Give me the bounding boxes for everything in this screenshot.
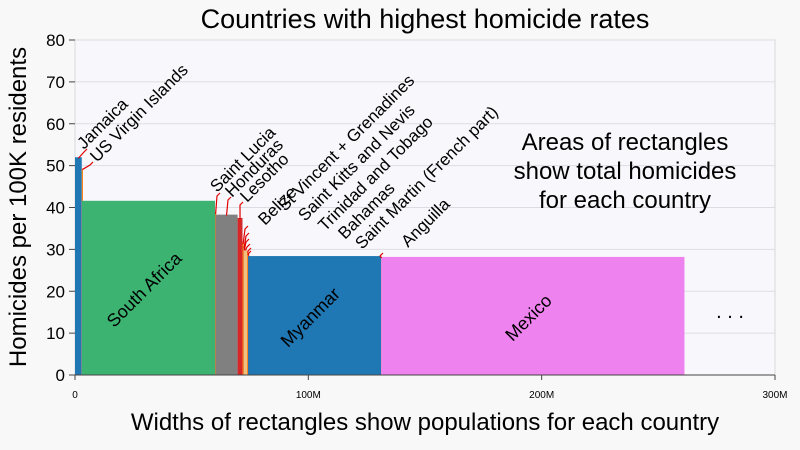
annotation-line: for each country — [539, 187, 711, 214]
callout-line-saint-martin-french-part — [247, 250, 252, 255]
annotation-line: Areas of rectangles — [522, 129, 729, 156]
callout-line-lesotho — [239, 201, 244, 219]
bar-mexico — [381, 256, 685, 375]
continuation-ellipsis: . . . — [716, 301, 744, 323]
callout-line-belize — [242, 225, 249, 245]
callout-line-anguilla — [379, 252, 384, 259]
annotation-line: show total homicides — [514, 158, 737, 185]
bars: South Africa Myanmar Mexico — [75, 157, 685, 375]
x-tick-label: 300M — [762, 390, 787, 401]
x-axis-label: Widths of rectangles show populations fo… — [131, 409, 719, 436]
callout-line-jamaica — [77, 148, 88, 159]
bar-belize — [242, 243, 244, 375]
x-tick-label: 100M — [296, 390, 321, 401]
y-tick-label: 20 — [46, 282, 65, 301]
bar-lesotho — [237, 217, 243, 375]
x-ticks: 0 100M 200M 300M — [72, 375, 788, 401]
callout-line-bahamas — [247, 247, 252, 253]
bar-honduras — [215, 214, 238, 375]
y-ticks: 0 10 20 30 40 50 60 70 80 — [46, 31, 75, 385]
bar-jamaica — [75, 157, 82, 375]
y-tick-label: 60 — [46, 115, 65, 134]
callout-line-st-vincent-grenadines — [243, 232, 250, 248]
callout-line-trinidad-and-tobago — [244, 243, 251, 251]
bar-myanmar — [248, 256, 382, 375]
callout-line-saint-kitts-and-nevis — [243, 238, 250, 251]
y-tick-label: 50 — [46, 157, 65, 176]
callout-line-honduras — [225, 196, 232, 216]
y-axis-label: Homicides per 100K residents — [5, 47, 32, 367]
bar-south-africa — [82, 200, 215, 375]
y-tick-label: 30 — [46, 240, 65, 259]
callout-line-saint-lucia — [215, 192, 221, 214]
chart-title: Countries with highest homicide rates — [201, 4, 650, 34]
y-tick-label: 80 — [46, 31, 65, 50]
y-tick-label: 40 — [46, 199, 65, 218]
y-tick-label: 10 — [46, 324, 65, 343]
x-tick-label: 0 — [72, 390, 78, 401]
x-tick-label: 200M — [529, 390, 554, 401]
bar-bahamas — [247, 251, 249, 375]
y-tick-label: 70 — [46, 73, 65, 92]
bar-trinidad-and-tobago — [243, 249, 248, 375]
y-tick-label: 0 — [56, 366, 65, 385]
callout-line-us-virgin-islands — [82, 161, 94, 171]
